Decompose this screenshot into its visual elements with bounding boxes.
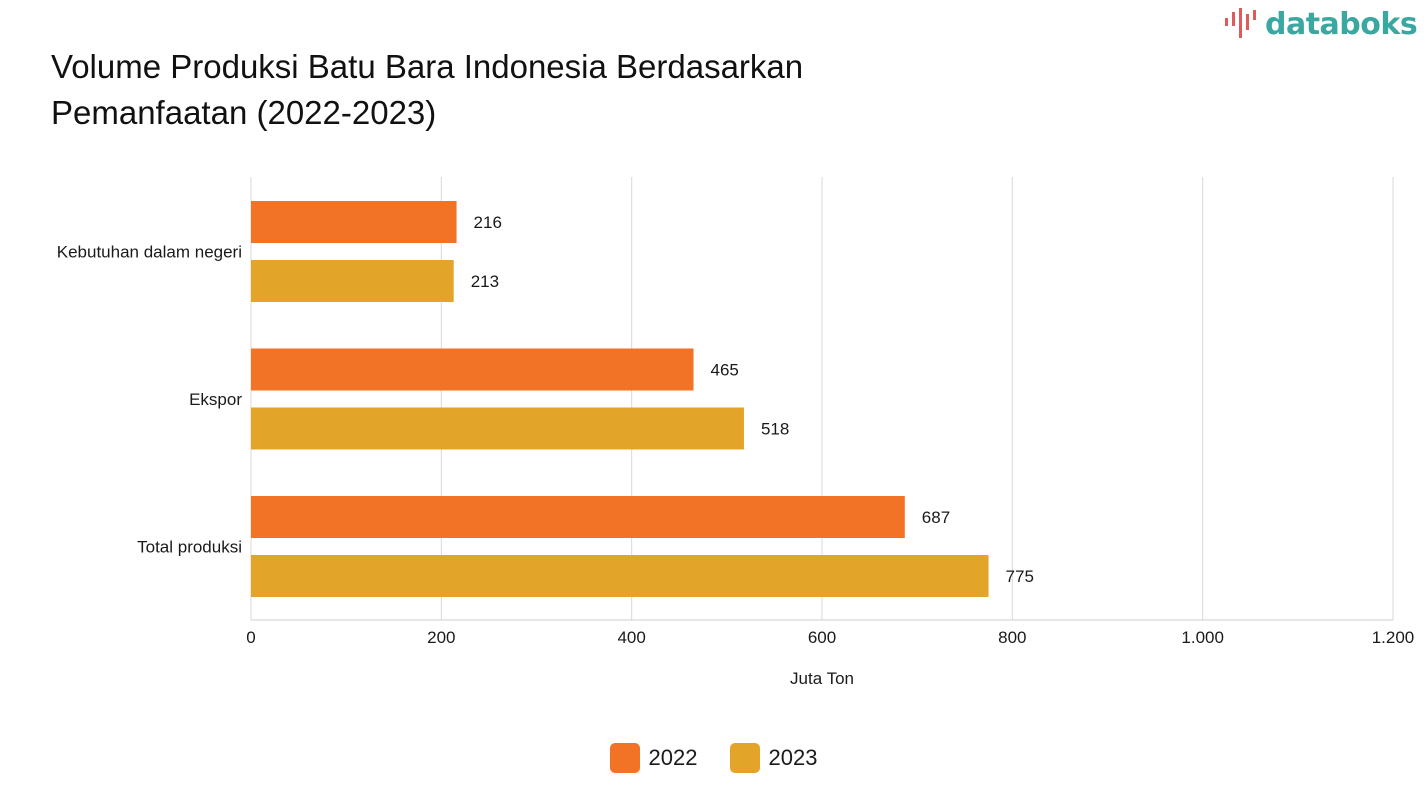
legend-item-2023: 2023 (729, 743, 818, 773)
bar-2022-0 (251, 201, 457, 243)
x-tick-label-1: 200 (427, 628, 455, 647)
data-label-2022-0: 216 (474, 213, 502, 232)
x-tick-label-4: 800 (998, 628, 1026, 647)
grid-layer (250, 177, 1394, 621)
x-tick-label-5: 1.000 (1181, 628, 1224, 647)
legend-label-2022: 2022 (648, 745, 698, 770)
data-label-2022-1: 465 (711, 361, 739, 380)
data-label-2023-1: 518 (761, 420, 789, 439)
label-layer: 0 200 400 600 800 1.000 1.200 Juta Ton Kebutuhan… (57, 213, 1415, 688)
legend-item-2022: 2022 (609, 743, 698, 773)
bar-2023-2 (251, 555, 989, 597)
bar-2022-2 (251, 496, 905, 538)
legend-label-2023: 2023 (768, 745, 818, 770)
bar-2023-0 (251, 260, 454, 302)
x-tick-label-3: 600 (808, 628, 836, 647)
legend-swatch-2023 (729, 743, 760, 773)
x-tick-label-0: 0 (246, 628, 255, 647)
bar-2022-1 (251, 348, 694, 391)
chart-title-line-2: Pemanfaatan (2022-2023) (51, 94, 437, 131)
x-tick-label-6: 1.200 (1372, 628, 1415, 647)
databoks-logo-icon (1225, 8, 1256, 38)
x-axis-label: Juta Ton (790, 669, 854, 688)
data-label-2023-2: 775 (1006, 567, 1034, 586)
bar-2023-1 (251, 407, 744, 450)
x-tick-label-2: 400 (617, 628, 645, 647)
category-label-1: Ekspor (189, 390, 242, 409)
bar-chart: 0 200 400 600 800 1.000 1.200 Juta Ton Kebutuhan… (57, 177, 1415, 688)
category-label-2: Total produksi (137, 538, 242, 557)
brand-logo: databoks (1224, 6, 1418, 42)
brand-name: databoks (1265, 6, 1418, 42)
legend-swatch-2022 (609, 743, 640, 773)
data-label-2023-0: 213 (471, 272, 499, 291)
legend: 2022 2023 (0, 743, 1427, 773)
category-label-0: Kebutuhan dalam negeri (57, 243, 242, 262)
chart-title-line-1: Volume Produksi Batu Bara Indonesia Berd… (51, 48, 804, 85)
bar-layer (251, 201, 989, 597)
chart-title: Volume Produksi Batu Bara Indonesia Berd… (51, 44, 951, 136)
data-label-2022-2: 687 (922, 508, 950, 527)
